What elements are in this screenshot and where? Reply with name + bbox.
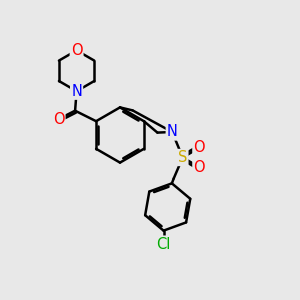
Text: O: O [71,43,82,58]
Text: S: S [178,150,188,165]
Text: N: N [167,124,178,140]
Text: O: O [194,160,205,175]
Text: N: N [71,84,82,99]
Text: O: O [194,140,205,155]
Text: O: O [53,112,64,127]
Text: Cl: Cl [156,237,171,252]
